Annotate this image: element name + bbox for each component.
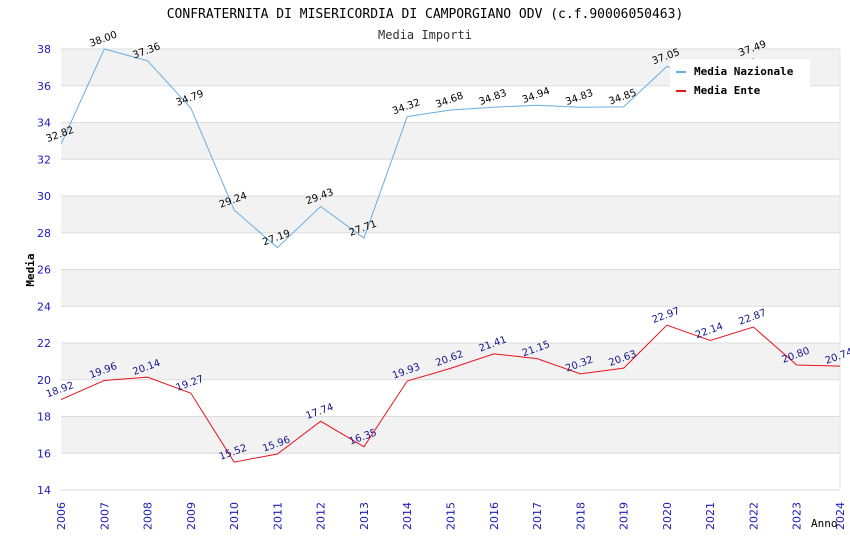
x-tick-label: 2014 (401, 502, 414, 530)
series-lines (60, 48, 841, 463)
y-tick-label: 28 (37, 227, 51, 240)
chart-subtitle: Media Importi (378, 28, 472, 42)
chart-title: CONFRATERNITA DI MISERICORDIA DI CAMPORG… (167, 7, 684, 22)
series-line-media-ente (60, 324, 841, 463)
y-tick-label: 22 (37, 337, 51, 350)
plot-band (61, 122, 840, 160)
y-tick-label: 26 (37, 264, 51, 277)
y-tick-label: 24 (37, 300, 51, 313)
y-tick-label: 18 (37, 411, 51, 424)
y-tick-label: 14 (37, 484, 51, 497)
y-tick-label: 38 (37, 43, 51, 56)
x-tick-label: 2016 (488, 502, 501, 530)
y-tick-label: 20 (37, 374, 51, 387)
plot-bands (61, 48, 841, 491)
x-tick-label: 2007 (98, 502, 111, 530)
y-tick-label: 30 (37, 190, 51, 203)
legend-box (670, 59, 810, 99)
x-tick-label: 2009 (185, 502, 198, 530)
plot-band (61, 379, 840, 417)
plot-band (61, 232, 840, 270)
plot-band (61, 416, 840, 454)
x-tick-label: 2021 (704, 502, 717, 530)
legend: Media Nazionale Media Ente (670, 59, 810, 99)
y-tick-labels: 14 16 18 20 22 24 26 28 30 32 34 36 38 (37, 43, 51, 497)
x-tick-label: 2010 (228, 502, 241, 530)
y-tick-label: 34 (37, 117, 51, 130)
x-tick-label: 2006 (55, 502, 68, 530)
x-axis-label: Anno (811, 517, 838, 530)
plot-band (61, 269, 840, 307)
x-tick-label: 2013 (358, 502, 371, 530)
legend-label-media-ente: Media Ente (694, 84, 761, 97)
x-tick-label: 2018 (574, 502, 587, 530)
x-tick-label: 2023 (791, 502, 804, 530)
plot-band (61, 343, 840, 380)
x-tick-label: 2012 (315, 502, 328, 530)
x-tick-label: 2011 (271, 502, 284, 530)
x-tick-labels: 2006 2007 2008 2009 2010 2011 2012 2013 2014 2015… (55, 502, 847, 530)
x-tick-label: 2019 (618, 502, 631, 530)
x-tick-label: 2015 (445, 502, 458, 530)
y-axis-label: Media (24, 253, 37, 286)
x-tick-label: 2024 (834, 502, 847, 530)
legend-label-media-nazionale: Media Nazionale (694, 65, 794, 78)
x-tick-label: 2017 (531, 502, 544, 530)
series-line-media-nazionale (60, 48, 754, 249)
plot-band (61, 306, 840, 343)
x-tick-label: 2008 (142, 502, 155, 530)
plot-band (61, 196, 840, 233)
data-label-media-nazionale: 38.00 (88, 30, 119, 50)
x-tick-label: 2022 (747, 502, 760, 530)
y-tick-label: 16 (37, 447, 51, 460)
y-tick-label: 32 (37, 153, 51, 166)
plot-band (61, 159, 840, 196)
plot-band (61, 453, 840, 490)
y-tick-label: 36 (37, 80, 51, 93)
x-tick-label: 2020 (661, 502, 674, 530)
